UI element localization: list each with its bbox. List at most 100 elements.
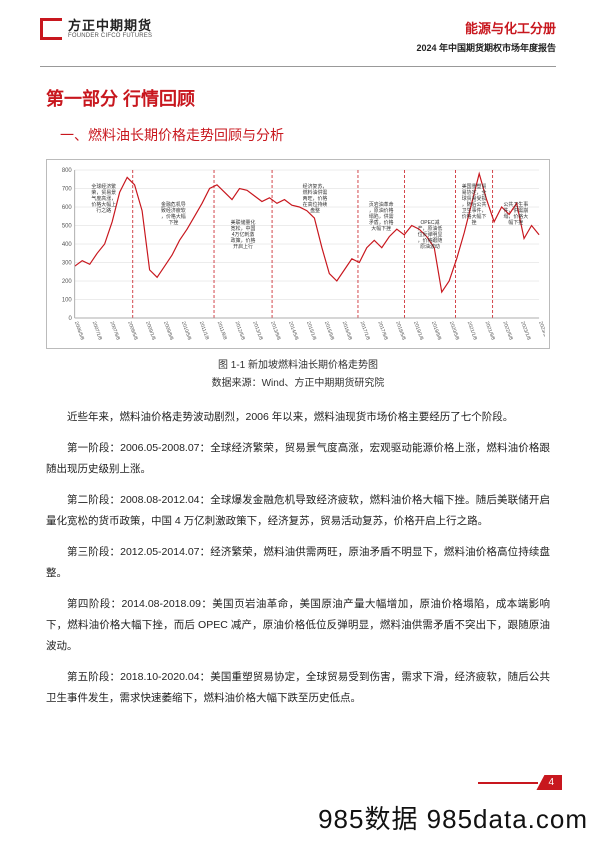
svg-text:美国重塑贸: 美国重塑贸 (462, 183, 487, 190)
svg-text:美联储量化: 美联储量化 (231, 219, 256, 226)
svg-text:气度高涨，: 气度高涨， (91, 195, 116, 202)
svg-text:2023/9/8: 2023/9/8 (537, 321, 545, 342)
page-number-badge: 4 (478, 775, 562, 790)
svg-text:宽松，中国: 宽松，中国 (231, 225, 256, 232)
svg-text:200: 200 (62, 279, 73, 285)
svg-text:价格大幅下: 价格大幅下 (462, 213, 487, 220)
paragraph-2: 第二阶段：2008.08-2012.04：全球爆发金融危机导致经济疲软，燃料油价… (46, 490, 550, 532)
svg-text:盘整: 盘整 (310, 207, 320, 214)
svg-text:2019/9/8: 2019/9/8 (430, 321, 442, 342)
svg-text:2009/9/8: 2009/9/8 (162, 321, 174, 342)
svg-text:2019/1/8: 2019/1/8 (412, 321, 424, 342)
svg-text:2009/1/8: 2009/1/8 (144, 321, 156, 342)
paragraph-3: 第三阶段：2012.05-2014.07：经济繁荣，燃料油供需两旺，原油矛盾不明… (46, 542, 550, 584)
page-number: 4 (536, 775, 562, 790)
svg-text:位反弹明显: 位反弹明显 (418, 231, 443, 238)
svg-text:2018/5/8: 2018/5/8 (394, 321, 406, 342)
svg-text:，原油价格: ，原油价格 (369, 207, 394, 214)
svg-text:矛盾，价格: 矛盾，价格 (369, 219, 394, 226)
svg-text:2017/9/8: 2017/9/8 (376, 321, 388, 342)
svg-text:球贸易受损: 球贸易受损 (462, 195, 487, 202)
svg-text:500: 500 (62, 223, 73, 229)
svg-text:致经济疲软: 致经济疲软 (161, 207, 186, 214)
svg-text:2012/5/8: 2012/5/8 (234, 321, 246, 342)
svg-text:2013/1/8: 2013/1/8 (251, 321, 263, 342)
report-title: 2024 年中国期货期权市场年度报告 (416, 41, 556, 54)
chart-caption-line1: 图 1-1 新加坡燃料油长期价格走势图 (46, 357, 550, 375)
svg-text:300: 300 (62, 260, 73, 266)
paragraph-intro: 近些年来，燃料油价格走势波动剧烈，2006 年以来，燃料油现货市场价格主要经历了… (46, 407, 550, 428)
svg-text:塌，价格大: 塌，价格大 (504, 213, 529, 220)
svg-text:2015/1/8: 2015/1/8 (305, 321, 317, 342)
svg-text:800: 800 (62, 168, 73, 174)
svg-text:2010/5/8: 2010/5/8 (180, 321, 192, 342)
svg-text:2016/5/8: 2016/5/8 (341, 321, 353, 342)
svg-text:2021/9/8: 2021/9/8 (484, 321, 496, 342)
section-title: 一、燃料油长期价格走势回顾与分析 (60, 125, 550, 145)
svg-text:600: 600 (62, 205, 73, 211)
svg-text:2006/5/8: 2006/5/8 (73, 321, 85, 342)
svg-text:行之路: 行之路 (96, 207, 111, 214)
svg-text:2023/1/8: 2023/1/8 (519, 321, 531, 342)
svg-text:2014/5/8: 2014/5/8 (287, 321, 299, 342)
svg-text:价格大幅上: 价格大幅上 (91, 201, 116, 208)
svg-text:2011/9/8: 2011/9/8 (216, 321, 228, 341)
svg-text:易协定，全: 易协定，全 (462, 189, 487, 196)
part-title: 第一部分 行情回顾 (46, 85, 550, 111)
paragraph-1: 第一阶段：2006.05-2008.07：全球经济繁荣，贸易景气度高涨，宏观驱动… (46, 438, 550, 480)
svg-text:400: 400 (62, 242, 73, 248)
svg-text:2017/1/8: 2017/1/8 (359, 321, 371, 342)
svg-text:2007/1/8: 2007/1/8 (91, 321, 103, 342)
content-area: 第一部分 行情回顾 一、燃料油长期价格走势回顾与分析 0 100 200 300 400… (0, 67, 596, 709)
chart-caption-line2: 数据来源：Wind、方正中期期货研究院 (46, 375, 550, 393)
svg-text:2022/5/8: 2022/5/8 (501, 321, 513, 342)
svg-text:，价格跟随: ，价格跟随 (418, 237, 443, 244)
logo-text-en: FOUNDER CIFCO FUTURES (68, 33, 152, 40)
watermark: 985数据 985data.com (318, 799, 588, 836)
svg-text:燃料油供需: 燃料油供需 (303, 189, 328, 196)
body-text: 近些年来，燃料油价格走势波动剧烈，2006 年以来，燃料油现货市场价格主要经历了… (46, 407, 550, 709)
svg-text:产，原油低: 产，原油低 (418, 225, 443, 232)
svg-text:0: 0 (68, 316, 72, 322)
page-header: 方正中期期货 FOUNDER CIFCO FUTURES 能源与化工分册 202… (0, 0, 596, 62)
logo-block: 方正中期期货 FOUNDER CIFCO FUTURES (40, 18, 152, 40)
svg-text:开启上行: 开启上行 (233, 243, 253, 250)
paragraph-4: 第四阶段：2014.08-2018.09：美国页岩油革命，美国原油产量大幅增加，… (46, 594, 550, 657)
svg-text:2011/1/8: 2011/1/8 (198, 321, 210, 341)
svg-text:金融危机导: 金融危机导 (161, 201, 186, 208)
category-label: 能源与化工分册 (416, 18, 556, 37)
svg-text:2008/5/8: 2008/5/8 (126, 321, 138, 342)
svg-text:公共卫生事: 公共卫生事 (504, 201, 529, 208)
logo-text-cn: 方正中期期货 (68, 19, 152, 33)
svg-text:2015/9/8: 2015/9/8 (323, 321, 335, 342)
svg-text:，随后公共: ，随后公共 (462, 201, 487, 208)
svg-text:下挫: 下挫 (168, 219, 178, 226)
svg-text:100: 100 (62, 297, 73, 303)
chart-caption: 图 1-1 新加坡燃料油长期价格走势图 数据来源：Wind、方正中期期货研究院 (46, 357, 550, 393)
svg-text:2013/9/8: 2013/9/8 (269, 321, 281, 342)
logo-icon (40, 18, 62, 40)
svg-text:件，供需崩: 件，供需崩 (504, 207, 529, 214)
svg-text:政策，价格: 政策，价格 (231, 237, 256, 244)
paragraph-5: 第五阶段：2018.10-2020.04：美国重塑贸易协定，全球贸易受到伤害，需… (46, 667, 550, 709)
svg-text:卫生事件，: 卫生事件， (462, 207, 487, 214)
svg-text:OPEC减: OPEC减 (420, 219, 439, 226)
svg-text:全球经济繁: 全球经济繁 (91, 183, 116, 190)
svg-text:幅下挫: 幅下挫 (508, 219, 523, 226)
svg-text:在高位持续: 在高位持续 (303, 201, 328, 208)
svg-text:大幅下挫: 大幅下挫 (371, 225, 391, 232)
svg-text:700: 700 (62, 186, 73, 192)
svg-text:原油波动: 原油波动 (420, 243, 440, 250)
svg-text:两旺，价格: 两旺，价格 (303, 195, 328, 202)
svg-text:2021/1/8: 2021/1/8 (466, 321, 478, 342)
svg-text:2007/9/8: 2007/9/8 (109, 321, 121, 342)
svg-text:经济复苏，: 经济复苏， (303, 183, 328, 190)
svg-text:2020/5/8: 2020/5/8 (448, 321, 460, 342)
svg-text:4万亿刺激: 4万亿刺激 (232, 231, 255, 238)
svg-text:塌陷，供需: 塌陷，供需 (369, 213, 394, 220)
price-trend-chart: 0 100 200 300 400 500 600 700 800 2006/5/8 2007/1/… (46, 159, 550, 349)
svg-text:挫: 挫 (472, 219, 477, 226)
svg-text:，价格大幅: ，价格大幅 (161, 213, 186, 220)
svg-text:页岩油革命: 页岩油革命 (369, 201, 394, 208)
svg-text:荣，贸易景: 荣，贸易景 (91, 189, 116, 196)
